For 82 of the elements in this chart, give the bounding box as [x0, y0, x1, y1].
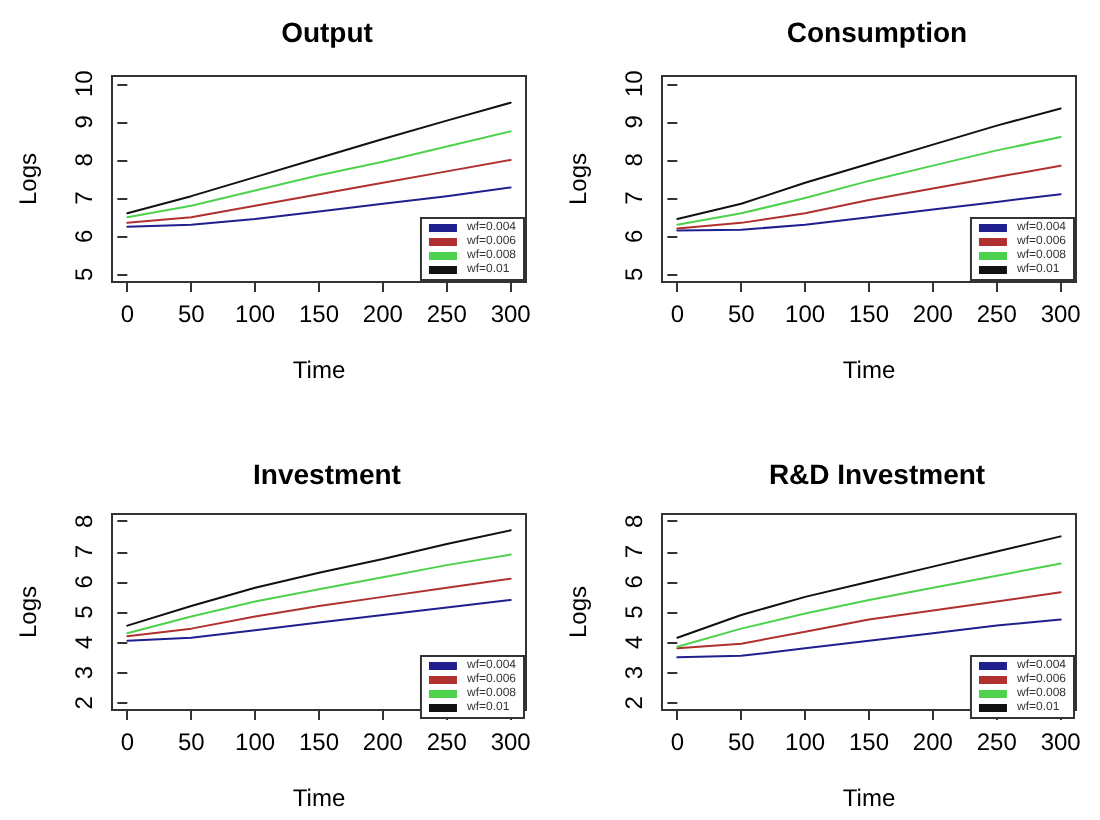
y-tick-label: 7 [620, 190, 648, 205]
x-tick-label: 200 [912, 300, 954, 328]
y-tick-label: 5 [70, 604, 98, 619]
line-series [126, 598, 512, 642]
y-tick-label: 5 [620, 267, 648, 282]
x-tick-label: 250 [976, 300, 1018, 328]
x-tick-label: 200 [912, 728, 954, 756]
x-tick-label: 100 [235, 728, 276, 756]
chart-title: Consumption [786, 16, 968, 48]
line-series [126, 158, 512, 224]
x-tick-label: 0 [670, 728, 685, 756]
y-tick-label: 10 [620, 69, 648, 97]
line-series [126, 130, 512, 219]
line-series [676, 591, 1062, 650]
y-tick-label: 9 [620, 114, 648, 129]
x-tick-label: 50 [727, 300, 756, 328]
x-axis-title: Time [292, 356, 346, 384]
line-series [126, 101, 512, 215]
y-axis-title: Logs [14, 585, 42, 639]
y-axis-title: Logs [14, 152, 42, 206]
x-tick-label: 0 [120, 728, 135, 756]
line-series [676, 107, 1062, 221]
chart-title: Investment [253, 458, 402, 490]
x-axis-title: Time [842, 356, 896, 384]
chart-title: Output [281, 16, 374, 48]
x-axis-title: Time [292, 784, 346, 812]
y-tick-label: 5 [620, 604, 648, 619]
line-series [126, 529, 512, 627]
y-axis-title: Logs [564, 585, 592, 639]
line-series [676, 618, 1062, 659]
x-tick-label: 50 [177, 728, 206, 756]
line-series [126, 553, 512, 635]
x-tick-label: 300 [1040, 728, 1082, 756]
line-series [126, 186, 512, 228]
x-tick-label: 250 [426, 300, 468, 328]
y-tick-label: 8 [620, 513, 648, 528]
y-tick-label: 10 [70, 69, 98, 97]
x-axis-title: Time [842, 784, 896, 812]
x-tick-label: 150 [298, 728, 340, 756]
y-tick-label: 8 [70, 152, 98, 167]
y-tick-label: 2 [620, 695, 648, 710]
x-tick-label: 300 [490, 728, 532, 756]
x-tick-label: 50 [177, 300, 206, 328]
y-tick-label: 8 [620, 152, 648, 167]
x-tick-label: 150 [298, 300, 340, 328]
y-tick-label: 7 [620, 544, 648, 559]
x-tick-label: 300 [490, 300, 532, 328]
line-series [676, 562, 1062, 648]
y-tick-label: 6 [70, 574, 98, 589]
x-tick-label: 300 [1040, 300, 1082, 328]
x-tick-label: 250 [426, 728, 468, 756]
y-tick-label: 6 [620, 228, 648, 243]
x-tick-label: 250 [976, 728, 1018, 756]
x-tick-label: 150 [848, 728, 890, 756]
y-tick-label: 3 [620, 665, 648, 680]
line-series [676, 136, 1062, 226]
line-series [126, 577, 512, 638]
y-tick-label: 4 [70, 634, 98, 649]
line-series [676, 193, 1062, 232]
line-series [676, 164, 1062, 230]
y-axis-title: Logs [564, 152, 592, 206]
x-tick-label: 200 [362, 300, 404, 328]
y-tick-label: 5 [70, 267, 98, 282]
y-tick-label: 7 [70, 544, 98, 559]
x-tick-label: 200 [362, 728, 404, 756]
y-tick-label: 3 [70, 665, 98, 680]
x-tick-label: 0 [670, 300, 685, 328]
x-tick-label: 100 [785, 300, 826, 328]
chart-title: R&D Investment [768, 458, 986, 490]
x-tick-label: 100 [785, 728, 826, 756]
y-tick-label: 6 [70, 228, 98, 243]
x-tick-label: 100 [235, 300, 276, 328]
y-tick-label: 2 [70, 695, 98, 710]
x-tick-label: 0 [120, 300, 135, 328]
y-tick-label: 8 [70, 513, 98, 528]
y-tick-label: 6 [620, 574, 648, 589]
line-series [676, 535, 1062, 639]
x-tick-label: 150 [848, 300, 890, 328]
x-tick-label: 50 [727, 728, 756, 756]
y-tick-label: 4 [620, 634, 648, 649]
y-tick-label: 9 [70, 114, 98, 129]
y-tick-label: 7 [70, 190, 98, 205]
